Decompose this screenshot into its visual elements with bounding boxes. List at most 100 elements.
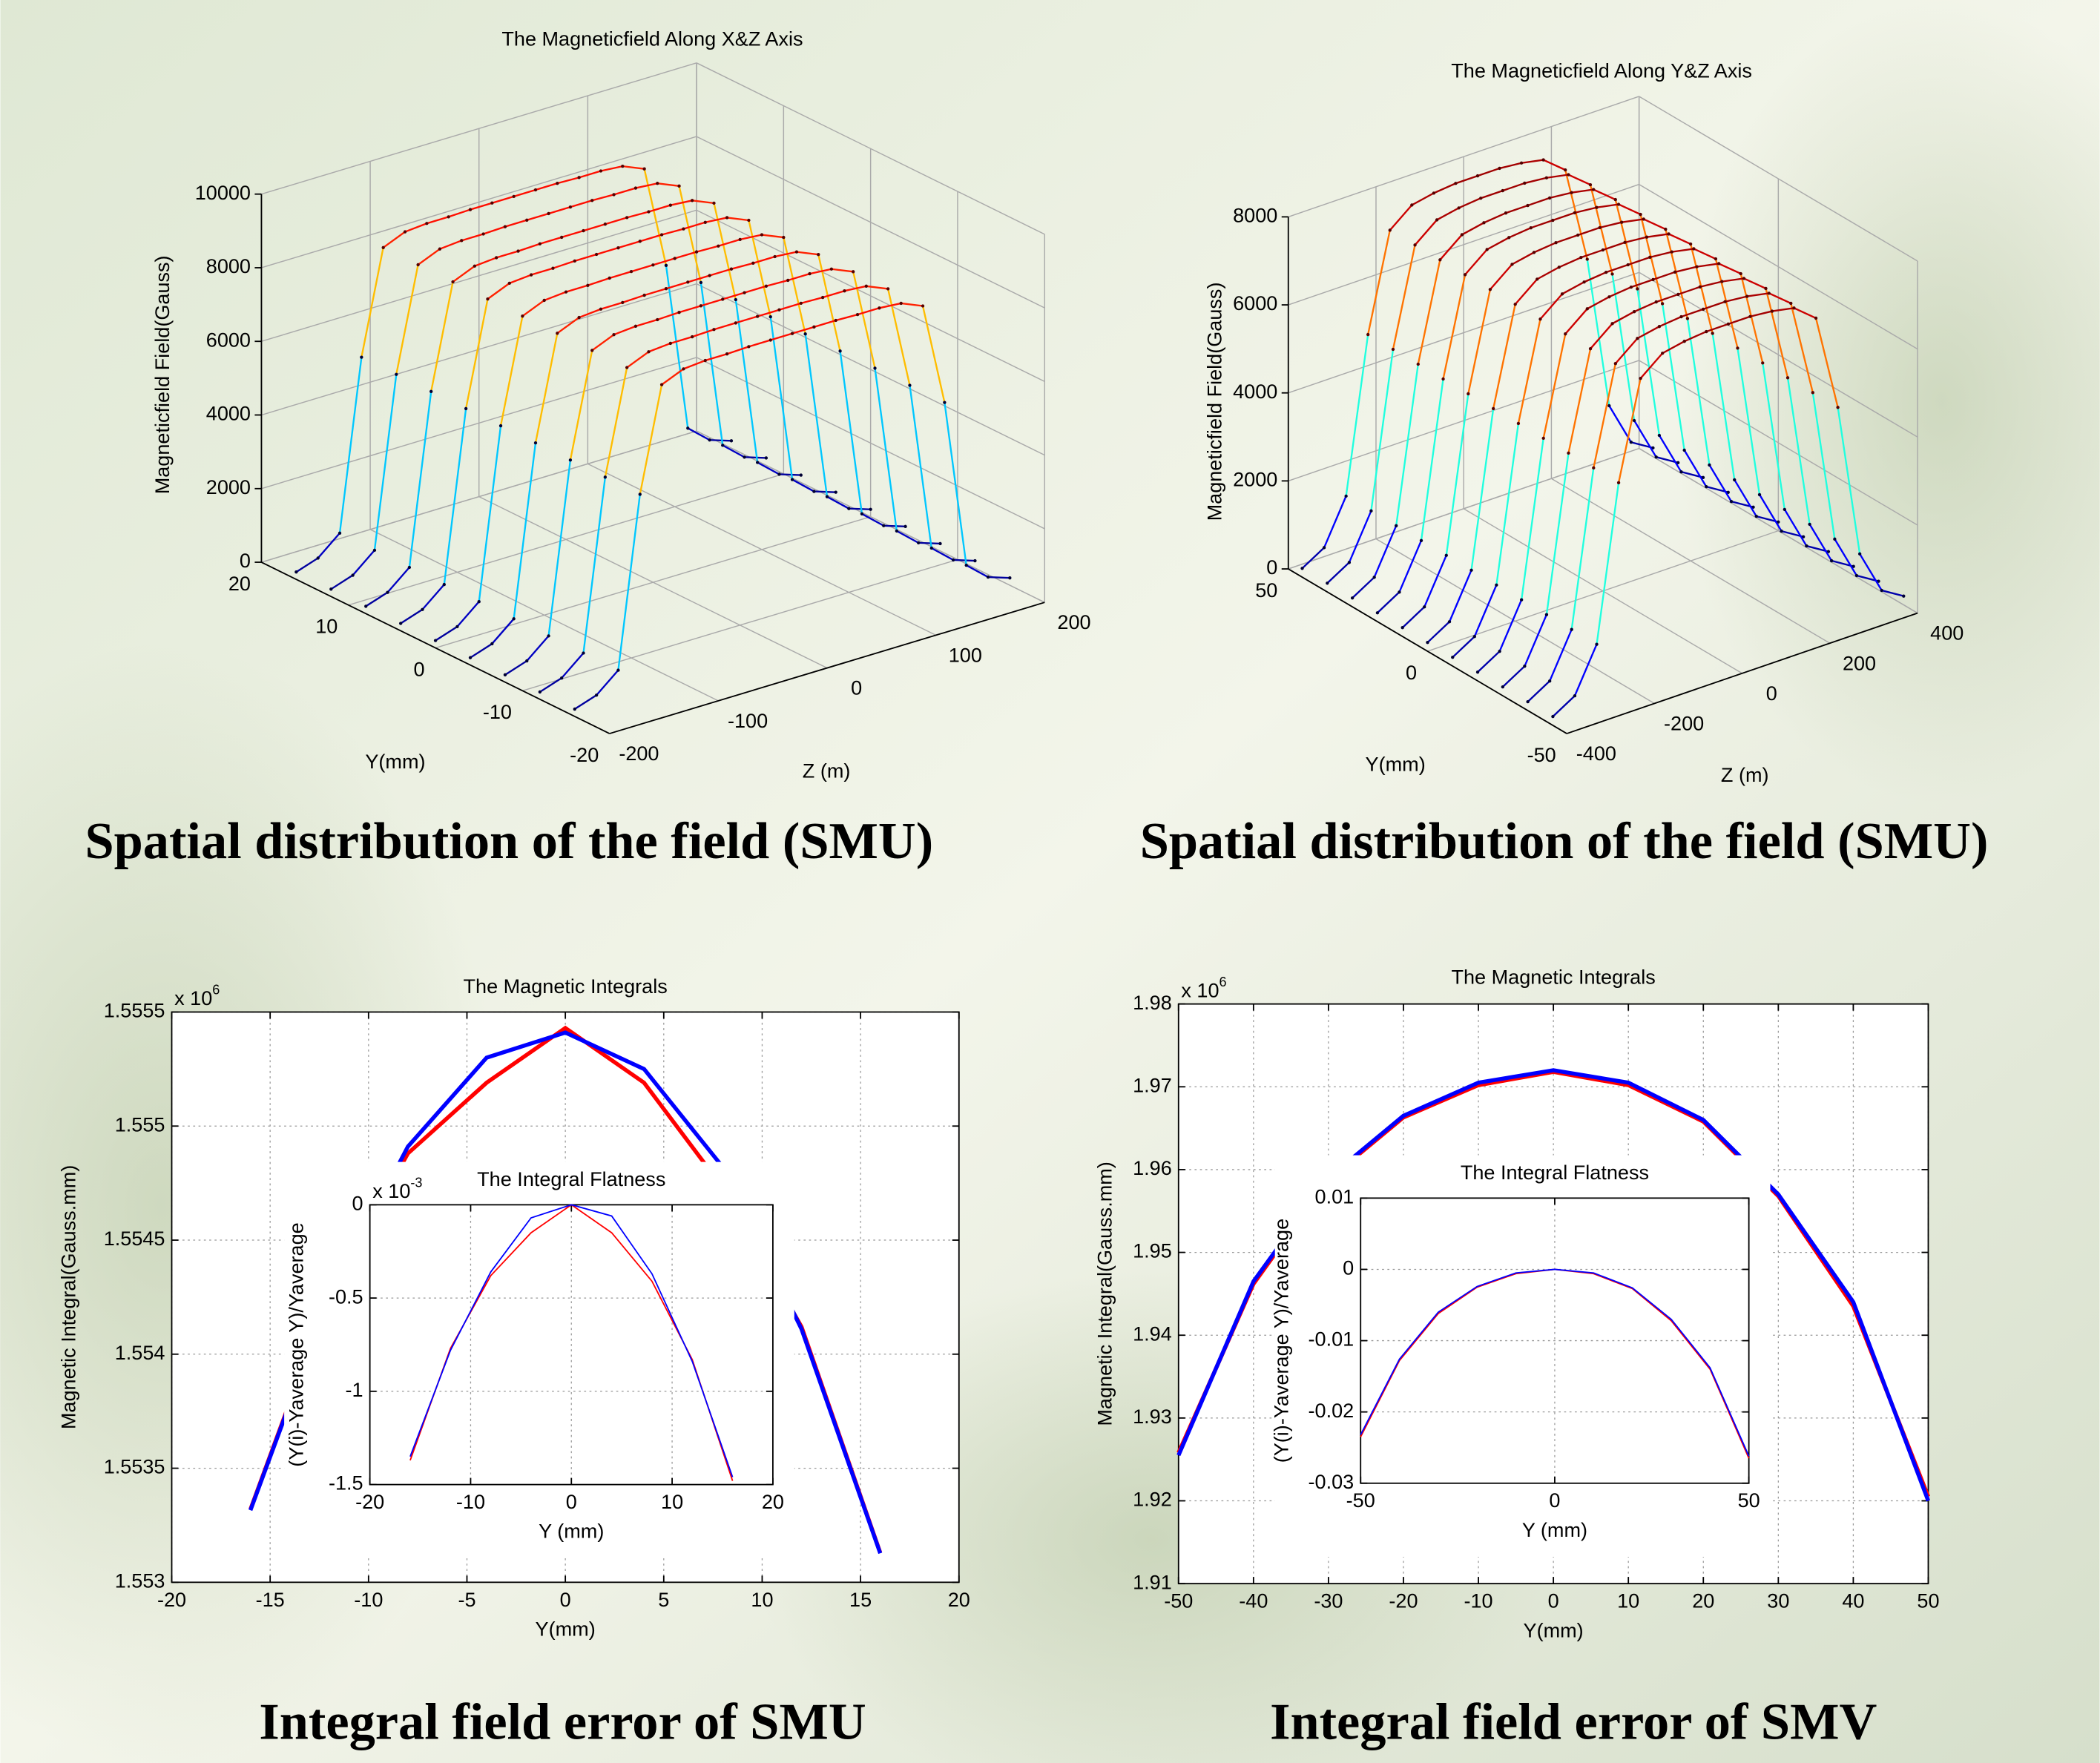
background-blob — [1673, 0, 2100, 803]
curve-segment — [1498, 599, 1523, 652]
data-point — [507, 281, 511, 286]
data-point — [1432, 191, 1436, 195]
curve-segment — [683, 221, 706, 230]
data-point — [1757, 492, 1762, 497]
curve-segment — [1549, 629, 1573, 682]
data-point — [712, 201, 716, 205]
v-tick-label: 6000 — [206, 328, 251, 351]
y-tick-label: -50 — [1527, 743, 1556, 766]
curve-segment — [622, 294, 645, 304]
z-axis-label: Z (m) — [803, 759, 851, 782]
axis-line — [261, 561, 610, 734]
curve-segment — [535, 182, 558, 191]
data-point — [1626, 263, 1630, 267]
y-tick-label: 0.01 — [1315, 1185, 1355, 1208]
curve-segment — [1596, 482, 1620, 645]
curve-segment — [1587, 296, 1610, 310]
data-point — [429, 389, 433, 393]
data-point — [421, 607, 424, 611]
v-tick-label: 2000 — [1233, 468, 1277, 491]
curve-segment — [631, 264, 654, 273]
data-point — [1570, 191, 1573, 194]
data-point — [747, 345, 751, 349]
x-tick-label: -10 — [354, 1588, 383, 1611]
curve-segment — [714, 322, 737, 331]
data-point — [433, 639, 438, 642]
curve-segment — [1392, 245, 1416, 350]
data-point — [694, 250, 699, 254]
x-tick-label: 10 — [751, 1588, 773, 1611]
curve-segment — [622, 165, 645, 170]
data-point — [403, 230, 407, 234]
data-point — [1751, 505, 1755, 509]
x-tick-label: -20 — [1389, 1589, 1418, 1612]
curve-segment — [1639, 352, 1664, 379]
curve-segment — [1439, 234, 1463, 261]
x-tick-label: 10 — [1617, 1589, 1639, 1612]
data-point — [708, 274, 711, 277]
data-point — [734, 321, 737, 325]
data-point — [682, 227, 685, 231]
curve-segment — [1586, 259, 1610, 406]
y-tick-label: 50 — [1255, 579, 1277, 602]
data-point — [1322, 546, 1326, 550]
data-point — [1595, 642, 1599, 646]
data-point — [612, 193, 616, 197]
curve-segment — [679, 305, 702, 314]
data-point — [964, 563, 968, 567]
data-point — [1475, 174, 1480, 178]
curve-segment — [1477, 650, 1501, 673]
data-point — [838, 349, 842, 353]
data-point — [878, 306, 881, 310]
curve-segment — [587, 277, 610, 286]
curve-segment — [1661, 303, 1685, 451]
z-tick-label: -100 — [728, 709, 768, 732]
curve-segment — [530, 267, 553, 276]
data-point — [886, 287, 890, 291]
data-point — [503, 225, 507, 228]
data-point — [1654, 300, 1658, 304]
data-point — [677, 184, 681, 188]
curve-segment — [373, 374, 398, 551]
data-point — [590, 199, 594, 202]
curve-segment — [879, 302, 901, 309]
curve-segment — [352, 550, 375, 576]
curve-segment — [665, 265, 689, 429]
curve-segment — [700, 298, 723, 307]
curve-segment — [635, 182, 658, 189]
curve-segment — [1492, 304, 1516, 409]
curve-segment — [544, 291, 567, 302]
curve-segment — [596, 669, 619, 696]
curve-segment — [966, 564, 989, 579]
curve-segment — [426, 216, 450, 225]
data-point — [447, 215, 450, 219]
multiplier-base: x 10 — [174, 986, 212, 1009]
curve-segment — [1584, 271, 1607, 283]
x-tick-label: -10 — [456, 1490, 485, 1513]
data-point — [1513, 303, 1517, 306]
caption: Spatial distribution of the field (SMU) — [85, 812, 934, 870]
y-tick-label: -10 — [483, 700, 512, 723]
curve-segment — [691, 329, 714, 338]
y-axis-label: (Y(i)-Yaverage Y)/Yaverage — [284, 1222, 307, 1466]
curve-segment — [1625, 236, 1648, 243]
curve-segment — [839, 351, 863, 514]
curve-segment — [740, 234, 763, 241]
data-point — [986, 575, 990, 579]
data-point — [556, 182, 559, 185]
curve-segment — [626, 211, 649, 219]
y-tick-label: -0.5 — [329, 1285, 363, 1308]
curve-segment — [769, 316, 794, 480]
curve-segment — [1417, 260, 1441, 365]
data-point — [1463, 273, 1467, 277]
data-point — [629, 269, 633, 274]
data-point — [1701, 307, 1705, 312]
v-tick-label: 4000 — [1233, 380, 1277, 403]
curve-segment — [1699, 280, 1722, 288]
data-point — [755, 314, 760, 318]
curve-segment — [1420, 378, 1444, 541]
curve-segment — [1473, 584, 1498, 637]
data-point — [1501, 685, 1504, 689]
data-point — [364, 604, 368, 608]
data-point — [917, 541, 921, 545]
